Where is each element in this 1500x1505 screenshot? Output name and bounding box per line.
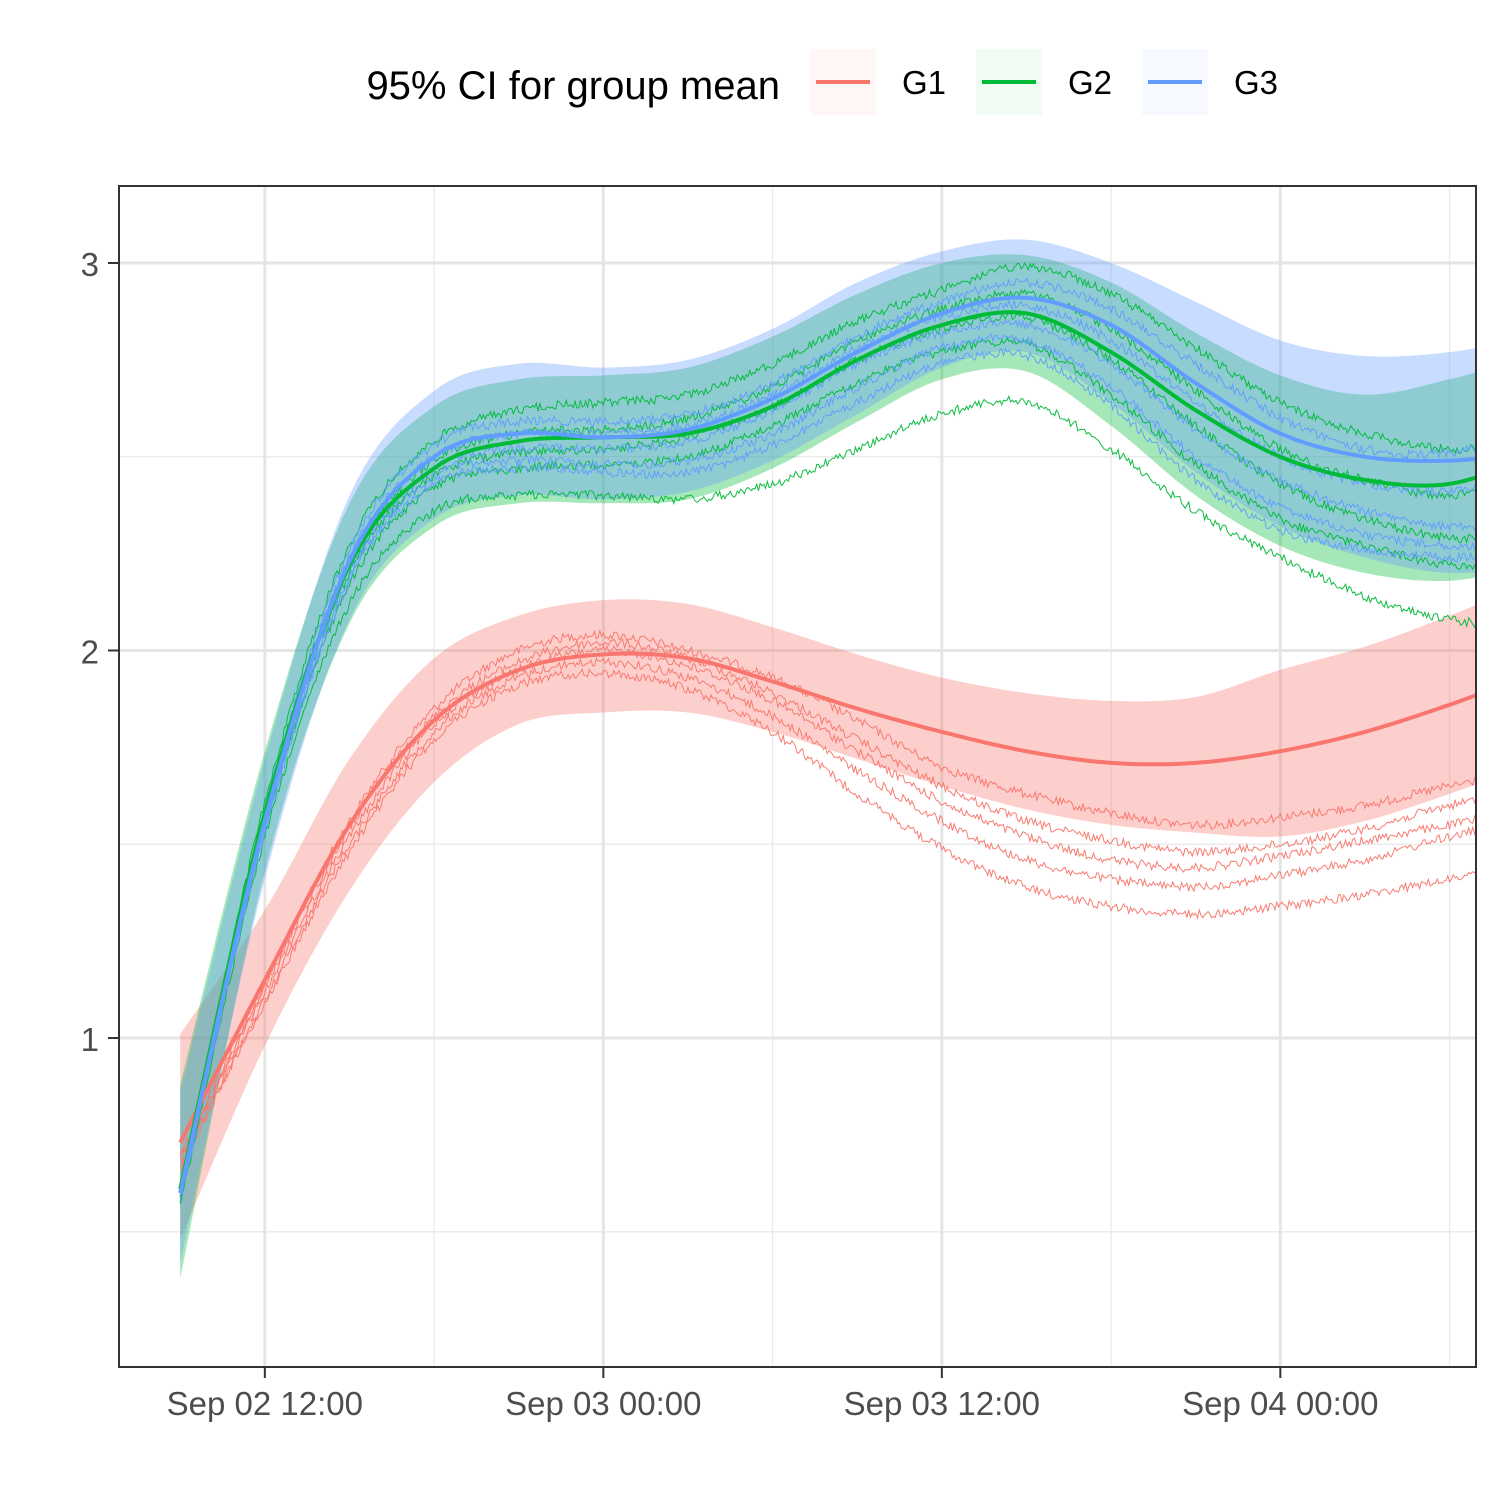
minor-gridlines [119, 186, 1476, 1367]
y-tick-label: 2 [81, 634, 99, 671]
legend-entry-g3: G3 [1142, 49, 1278, 115]
panel-border [118, 185, 1477, 1368]
sample-trace-g1 [179, 656, 1476, 1173]
x-tick-label: Sep 03 00:00 [505, 1385, 701, 1422]
mean-line-g1 [178, 651, 1476, 1144]
legend-entry-g2: G2 [976, 49, 1112, 115]
mean-line-g3 [178, 295, 1476, 1194]
data-layer [178, 239, 1476, 1279]
y-axis: 1 2 3 [81, 246, 119, 1058]
sample-trace-g1 [179, 644, 1476, 1155]
legend-entry-g1: G1 [810, 49, 946, 115]
sample-trace-g3 [179, 333, 1476, 1190]
x-tick-label: Sep 03 12:00 [844, 1385, 1040, 1422]
legend: 95% CI for group mean G1 G2 G3 [366, 49, 1278, 115]
sample-trace-g3 [179, 277, 1476, 1191]
x-tick-label: Sep 02 12:00 [167, 1385, 363, 1422]
plot-panel [118, 185, 1477, 1368]
legend-label-g1: G1 [902, 64, 946, 101]
sample-trace-g3 [179, 347, 1476, 1202]
panel-background [119, 186, 1476, 1367]
legend-label-g3: G3 [1234, 64, 1278, 101]
mean-line-g2 [178, 310, 1476, 1190]
sample-trace-g1 [179, 668, 1476, 1163]
legend-entries: G1 G2 G3 [810, 49, 1278, 115]
sample-trace-g2 [179, 261, 1476, 1197]
legend-label-g2: G2 [1068, 64, 1112, 101]
sample-trace-g2 [179, 395, 1476, 1205]
major-gridlines [119, 186, 1476, 1367]
x-axis: Sep 02 12:00 Sep 03 00:00 Sep 03 12:00 Sep … [167, 1367, 1379, 1422]
y-tick-label: 1 [81, 1021, 99, 1058]
mean-lines [178, 295, 1476, 1194]
sample-trace-g1 [179, 629, 1476, 1156]
y-tick-label: 3 [81, 246, 99, 283]
ci-band-g1 [180, 599, 1476, 1240]
sample-trace-g2 [179, 337, 1476, 1197]
x-tick-label: Sep 04 00:00 [1182, 1385, 1378, 1422]
legend-title: 95% CI for group mean [366, 64, 780, 108]
